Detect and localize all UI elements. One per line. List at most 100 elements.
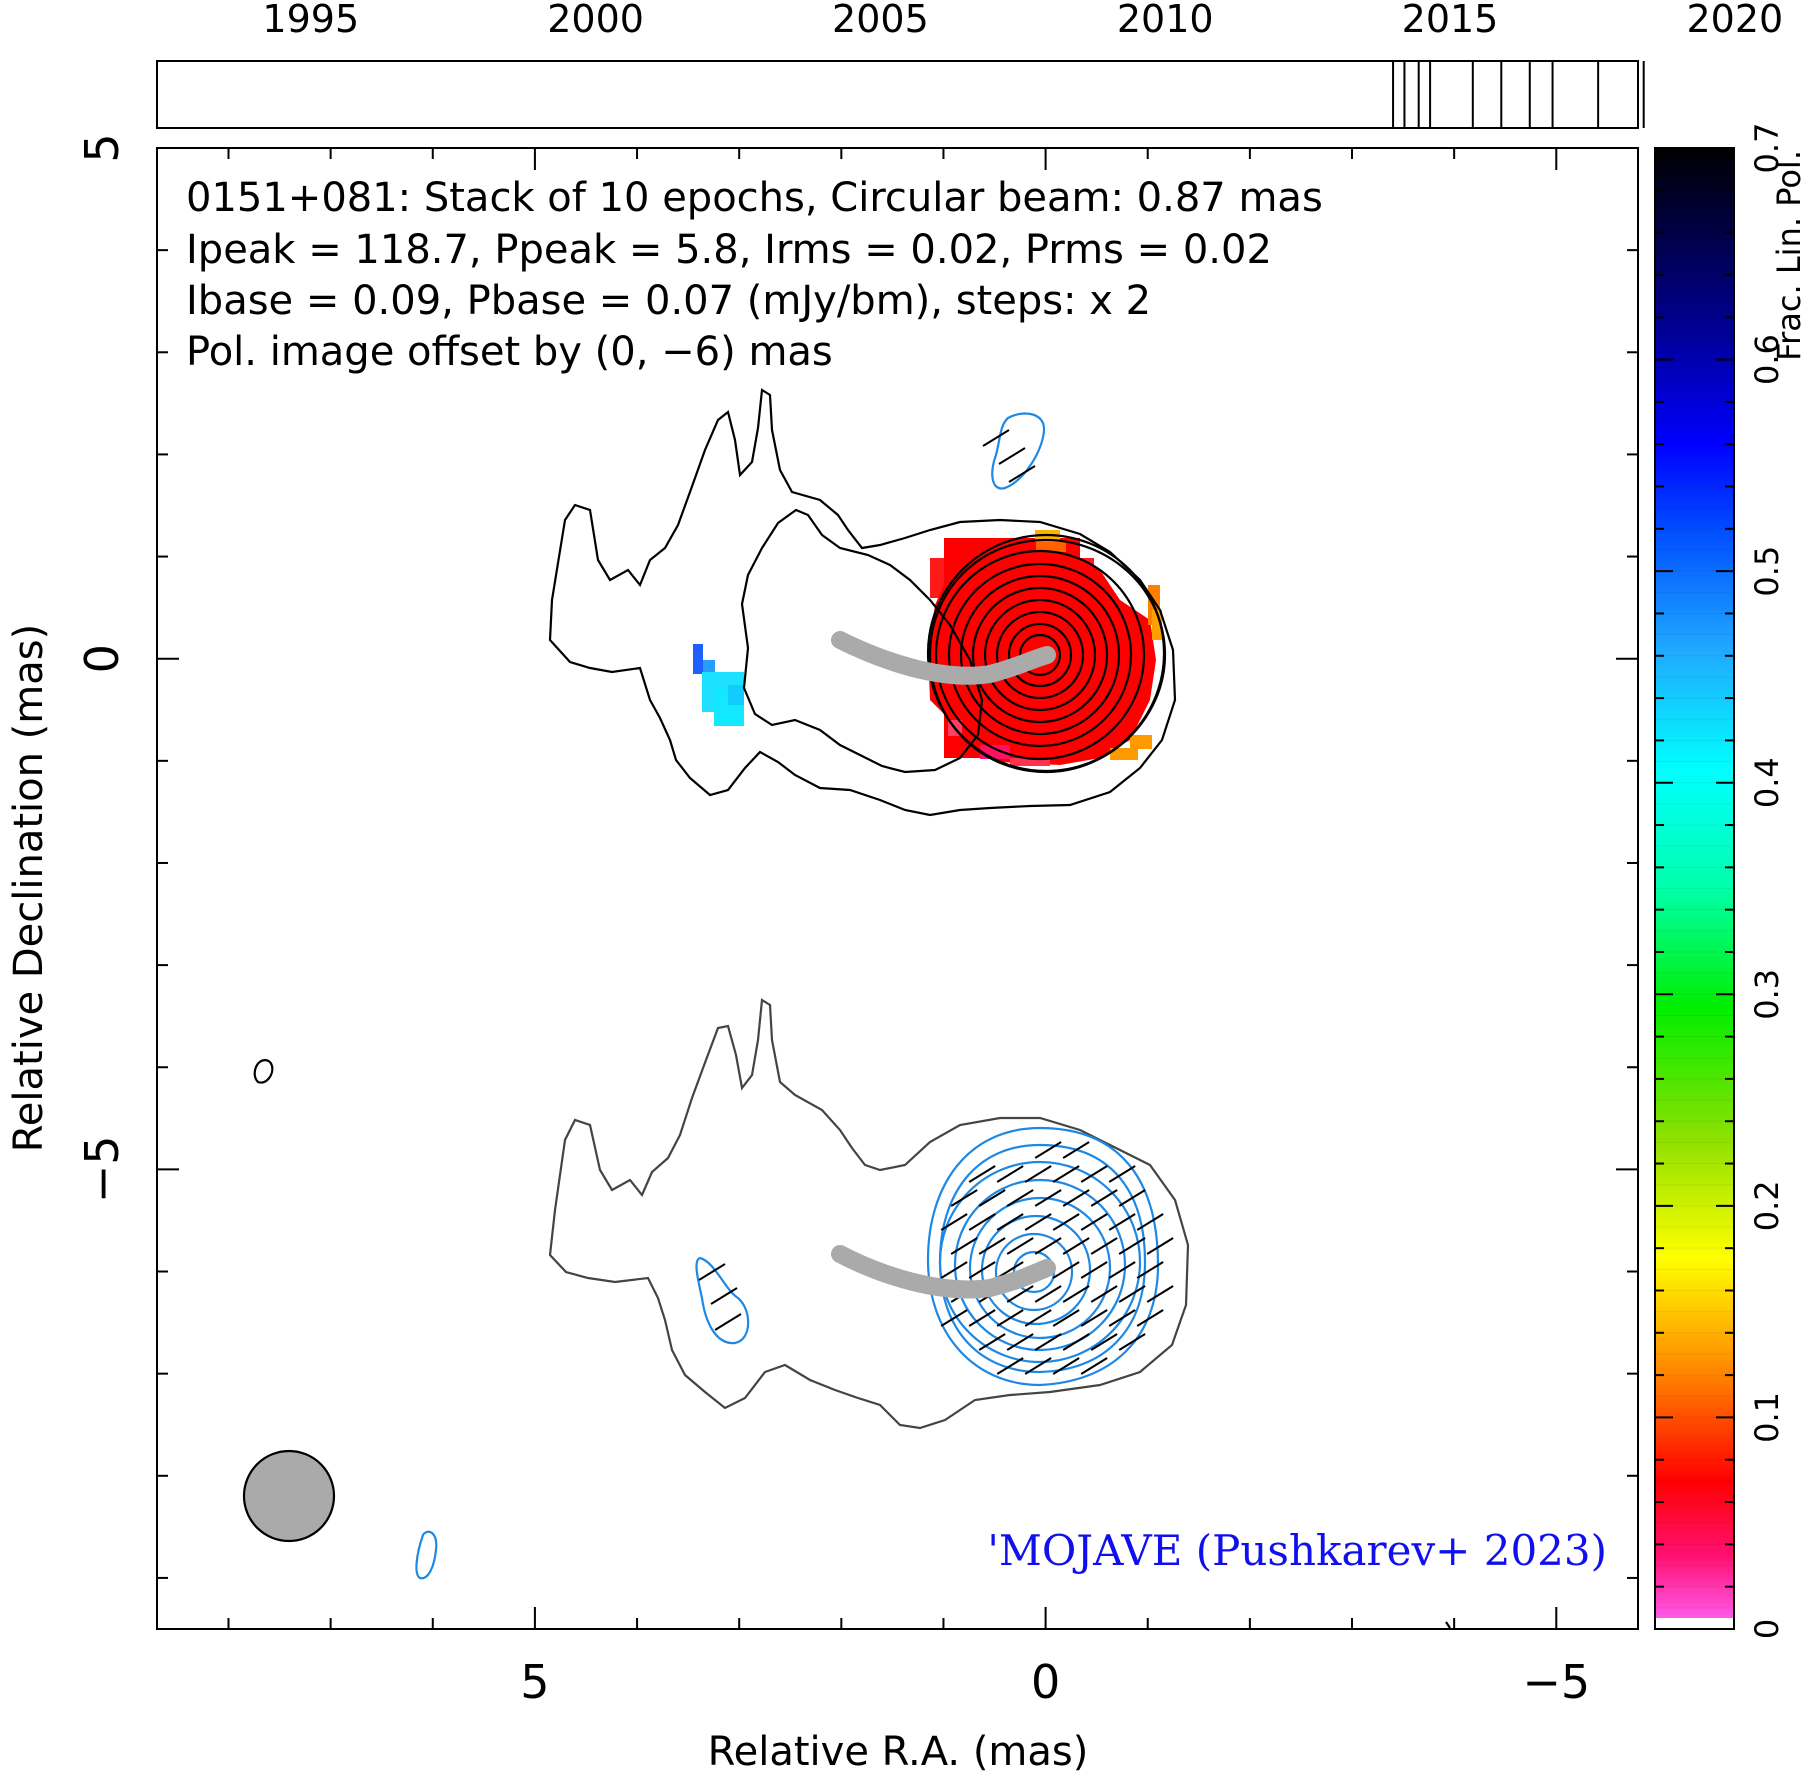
header-text: 0151+081: Stack of 10 epochs, Circular b… [186,175,1323,375]
evpa-tick [940,1213,968,1231]
evpa-tick [1052,1357,1080,1375]
colorbar-tick-label: 0.1 [1748,1392,1786,1443]
evpa-tick [1080,1213,1108,1231]
x-tick-label: 0 [1031,1655,1060,1709]
evpa-tick [1052,1213,1080,1231]
evpa-tick [968,1165,996,1183]
x-tick-label: −5 [1522,1655,1590,1709]
evpa-tick [1024,1165,1052,1183]
timeline: 1995 2000 2005 2010 2015 2020 [156,0,1783,129]
evpa-tick [1062,1237,1090,1255]
x-tick-labels: 5 0 −5 [520,1655,1590,1709]
evpa-tick [1024,1309,1052,1327]
x-axis-label: Relative R.A. (mas) [708,1729,1089,1775]
stokes-i-offset-contour [548,998,1190,1430]
timeline-year-label: 2015 [1402,0,1499,41]
colorbar-tick-label: 0.3 [1748,969,1786,1020]
evpa-tick [1052,1309,1080,1327]
evpa-tick [996,1213,1024,1231]
evpa-tick [1024,1213,1052,1231]
evpa-tick [996,1357,1024,1375]
jet-ridge-line [831,631,1056,1299]
evpa-tick [1062,1285,1090,1303]
evpa-tick [1136,1213,1164,1231]
evpa-tick [968,1213,996,1231]
evpa-tick [978,1333,1006,1351]
evpa-tick [978,1237,1006,1255]
evpa-tick [1080,1165,1108,1183]
evpa-tick [1024,1357,1052,1375]
evpa-tick [1034,1237,1062,1255]
evpa-tick [1006,1285,1034,1303]
evpa-tick [1080,1357,1108,1375]
axis-ticks [157,148,1638,1629]
colorbar-tick-label: 0 [1748,1619,1786,1639]
evpa-tick [1118,1189,1146,1207]
frac-pol-knot-pixels [693,644,744,726]
evpa-tick [996,1309,1024,1327]
evpa-tick [1062,1189,1090,1207]
evpa-tick [1136,1309,1164,1327]
evpa-tick [1108,1165,1136,1183]
evpa-tick [1062,1141,1090,1159]
evpa-tick [714,1313,742,1331]
header-line-3: Ibase = 0.09, Pbase = 0.07 (mJy/bm), ste… [186,278,1151,324]
evpa-tick [710,1287,738,1305]
stokes-i-contours [253,388,1451,1629]
timeline-frame [156,60,1639,129]
evpa-tick [1034,1141,1062,1159]
evpa-tick [1062,1333,1090,1351]
y-tick-label: −5 [75,1135,129,1203]
evpa-tick [950,1189,978,1207]
y-tick-label: 5 [75,133,129,162]
y-tick-label: 0 [75,644,129,673]
evpa-tick [982,429,1010,447]
evpa-tick [1034,1285,1062,1303]
evpa-tick [1136,1261,1164,1279]
evpa-ticks [698,429,1174,1375]
evpa-tick [1006,1237,1034,1255]
evpa-tick [996,1261,1024,1279]
evpa-tick [1108,1261,1136,1279]
colorbar-tick-label: 0.7 [1748,123,1786,174]
evpa-tick [1080,1261,1108,1279]
colorbar-bottom-white [1655,1618,1734,1629]
timeline-year-label: 2000 [547,0,644,41]
evpa-tick [1090,1189,1118,1207]
colorbar: 0 0.1 0.2 0.3 0.4 0.5 0.6 0.7 Frac. Lin. Pol. [1654,123,1808,1639]
evpa-tick [1090,1333,1118,1351]
colorbar-frame [1654,147,1735,1630]
evpa-tick [978,1189,1006,1207]
evpa-tick [1034,1333,1062,1351]
y-tick-labels: 5 0 −5 [75,133,129,1203]
timeline-epochs [1392,61,1645,128]
colorbar-tick-label: 0.4 [1748,757,1786,808]
evpa-tick [1118,1333,1146,1351]
evpa-tick [1118,1237,1146,1255]
evpa-tick [998,447,1026,465]
colorbar-gradient [1655,148,1734,1629]
timeline-year-label: 2010 [1117,0,1214,41]
evpa-tick [950,1237,978,1255]
evpa-tick [1008,465,1036,483]
y-axis-label: Relative Declination (mas) [6,624,52,1152]
evpa-tick [1108,1213,1136,1231]
evpa-tick [1146,1285,1174,1303]
colorbar-label: Frac. Lin. Pol. [1770,150,1808,361]
evpa-tick [1108,1309,1136,1327]
evpa-tick [1006,1333,1034,1351]
evpa-tick [1118,1285,1146,1303]
timeline-year-label: 2005 [832,0,929,41]
evpa-tick [968,1309,996,1327]
evpa-tick [1052,1165,1080,1183]
colorbar-tick-label: 0.5 [1748,546,1786,597]
header-line-2: Ipeak = 118.7, Ppeak = 5.8, Irms = 0.02,… [186,227,1272,273]
credit-text: 'MOJAVE (Pushkarev+ 2023) [987,1526,1607,1575]
colorbar-bands [1655,168,1734,1609]
map-frame [156,147,1639,1630]
colorbar-ticks [1655,189,1734,1588]
timeline-year-labels: 1995 2000 2005 2010 2015 2020 [262,0,1783,41]
evpa-tick [1080,1309,1108,1327]
evpa-tick [1146,1237,1174,1255]
